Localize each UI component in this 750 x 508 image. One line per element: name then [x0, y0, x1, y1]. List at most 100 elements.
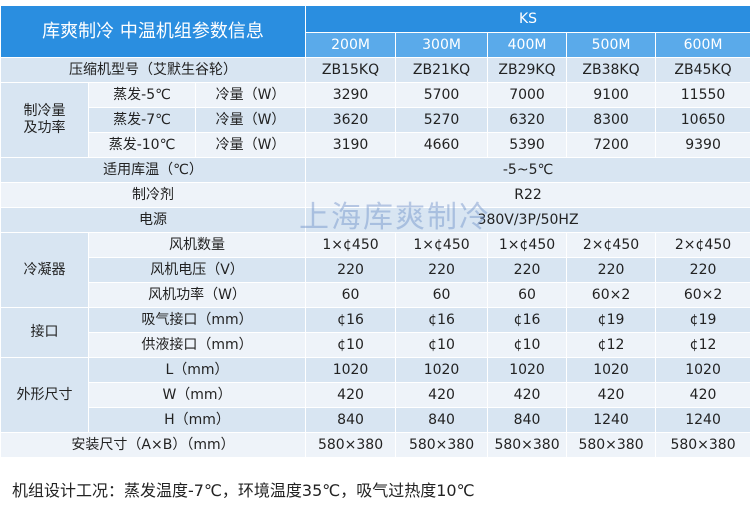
value-cell: 7000	[487, 82, 568, 108]
value-cell: 420	[655, 382, 750, 408]
spec-table: 库爽制冷 中温机组参数信息 KS 200M 300M 400M 500M 600M 压缩机型号…	[0, 5, 750, 458]
value-cell: 9390	[655, 132, 750, 158]
table-row: W（mm） 420 420 420 420 420	[1, 382, 750, 408]
unit-label: 冷量（W）	[194, 132, 307, 158]
value-cell: 60	[487, 282, 568, 308]
value-cell: ¢12	[655, 332, 750, 358]
value-cell: 580×380	[487, 432, 568, 458]
value-cell: 380V/3P/50HZ	[305, 207, 750, 233]
table-row: 接口 吸气接口（mm） ¢16 ¢16 ¢16 ¢19 ¢19	[0, 307, 750, 358]
table-row: 制冷量 及功率 蒸发-5℃ 冷量（W） 3290 5700 7000 9100 11550	[0, 82, 750, 158]
table-row: 蒸发-7℃ 冷量（W） 3620 5270 6320 8300 10650	[1, 107, 750, 133]
value-cell: 580×380	[566, 432, 657, 458]
row-label: 风机数量	[87, 232, 307, 258]
table-title: 库爽制冷 中温机组参数信息	[0, 5, 307, 58]
model-header: 500M	[566, 32, 657, 58]
value-cell: 3290	[305, 82, 397, 108]
value-cell: 9100	[566, 82, 657, 108]
table-row: 风机功率（W） 60 60 60 60×2 60×2	[1, 282, 750, 308]
row-label: 蒸发-5℃	[88, 82, 196, 108]
series-name: KS	[305, 5, 750, 33]
table-row: 外形尺寸 L（mm） 1020 1020 1020 1020 1020	[0, 357, 750, 433]
value-cell: ¢10	[395, 332, 489, 358]
value-cell: 4660	[395, 132, 489, 158]
model-header: 200M	[305, 32, 397, 58]
value-cell: ¢10	[487, 332, 568, 358]
row-label: 蒸发-7℃	[88, 107, 196, 133]
table-row: 电源 380V/3P/50HZ	[0, 207, 750, 233]
value-cell: 2×¢450	[566, 232, 657, 258]
value-cell: 3620	[305, 107, 397, 133]
value-cell: 580×380	[305, 432, 397, 458]
row-label: 风机功率（W）	[87, 282, 307, 308]
value-cell: 1020	[305, 357, 397, 383]
table-row: 压缩机型号（艾默生谷轮） ZB15KQ ZB21KQ ZB29KQ ZB38KQ ZB45…	[0, 57, 750, 83]
table-row: 供液接口（mm） ¢10 ¢10 ¢10 ¢12 ¢12	[1, 332, 750, 358]
value-cell: ¢12	[566, 332, 657, 358]
value-cell: 60	[395, 282, 489, 308]
value-cell: 1020	[487, 357, 568, 383]
table-row: 安装尺寸（A×B）（mm） 580×380 580×380 580×380 580×38…	[0, 432, 750, 458]
value-cell: 60×2	[566, 282, 657, 308]
row-label: 安装尺寸（A×B）（mm）	[0, 432, 307, 458]
row-label: 电源	[0, 207, 307, 233]
value-cell: 2×¢450	[655, 232, 750, 258]
value-cell: ZB45KQ	[655, 57, 750, 83]
value-cell: 1×¢450	[487, 232, 568, 258]
unit-label: 冷量（W）	[194, 107, 307, 133]
table-row: H（mm） 840 840 840 1240 1240	[1, 407, 750, 433]
value-cell: 1240	[655, 407, 750, 433]
value-cell: ZB21KQ	[395, 57, 489, 83]
value-cell: ¢10	[305, 332, 397, 358]
footnote: 机组设计工况：蒸发温度-7℃，环境温度35℃，吸气过热度10℃	[12, 481, 475, 500]
value-cell: 1020	[566, 357, 657, 383]
value-cell: 420	[305, 382, 397, 408]
value-cell: 1240	[566, 407, 657, 433]
value-cell: 7200	[566, 132, 657, 158]
value-cell: 840	[487, 407, 568, 433]
value-cell: 840	[305, 407, 397, 433]
value-cell: 420	[395, 382, 489, 408]
value-cell: ¢16	[487, 307, 568, 333]
value-cell: 11550	[655, 82, 750, 108]
value-cell: 1020	[655, 357, 750, 383]
value-cell: 5390	[487, 132, 568, 158]
table-row: 冷凝器 风机数量 1×¢450 1×¢450 1×¢450 2×¢450 2×¢450	[0, 232, 750, 308]
value-cell: 220	[655, 257, 750, 283]
value-cell: R22	[305, 182, 750, 208]
value-cell: 5700	[395, 82, 489, 108]
table-row: 制冷剂 R22	[0, 182, 750, 208]
group-label: 冷凝器	[0, 232, 89, 308]
row-label: H（mm）	[87, 407, 307, 433]
value-cell: 220	[395, 257, 489, 283]
value-cell: 580×380	[655, 432, 750, 458]
group-label: 外形尺寸	[0, 357, 89, 433]
value-cell: 420	[566, 382, 657, 408]
unit-label: 冷量（W）	[194, 82, 307, 108]
model-header: 300M	[395, 32, 489, 58]
row-label: 风机电压（V）	[87, 257, 307, 283]
table-row: 风机电压（V） 220 220 220 220 220	[1, 257, 750, 283]
table-row: 库爽制冷 中温机组参数信息 KS	[0, 5, 750, 58]
value-cell: ¢16	[305, 307, 397, 333]
row-label: 制冷剂	[0, 182, 307, 208]
value-cell: 10650	[655, 107, 750, 133]
value-cell: 1×¢450	[305, 232, 397, 258]
value-cell: 60×2	[655, 282, 750, 308]
value-cell: 220	[487, 257, 568, 283]
table-row: 适用库温（℃） -5~5℃	[0, 157, 750, 183]
group-label: 接口	[0, 307, 89, 358]
value-cell: ZB15KQ	[305, 57, 397, 83]
value-cell: ¢19	[566, 307, 657, 333]
value-cell: -5~5℃	[305, 157, 750, 183]
value-cell: 5270	[395, 107, 489, 133]
value-cell: 1020	[395, 357, 489, 383]
value-cell: 60	[305, 282, 397, 308]
value-cell: ¢16	[395, 307, 489, 333]
value-cell: ZB38KQ	[566, 57, 657, 83]
row-label: 供液接口（mm）	[87, 332, 307, 358]
row-label: L（mm）	[87, 357, 307, 383]
watermark: 上海库爽制冷	[299, 200, 491, 235]
value-cell: 3190	[305, 132, 397, 158]
